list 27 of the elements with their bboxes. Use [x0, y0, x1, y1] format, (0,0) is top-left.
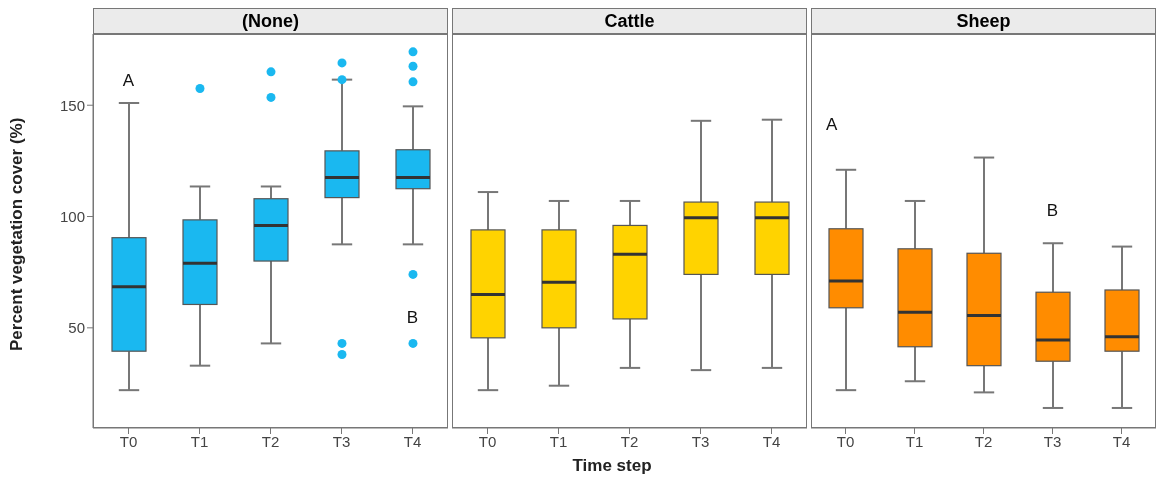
x-tick-label: T0	[836, 432, 855, 450]
y-tick-label: 150	[59, 96, 85, 114]
x-tick-label: T3	[332, 432, 351, 450]
x-tick-label: T0	[478, 432, 497, 450]
x-tick-label: T3	[1043, 432, 1062, 450]
annotation: B	[406, 307, 419, 328]
x-tick-label: T2	[620, 432, 639, 450]
x-tick-label: T2	[261, 432, 280, 450]
x-tick-label: T2	[974, 432, 993, 450]
annotation: A	[122, 71, 135, 92]
chart-title: Sheep	[811, 8, 1156, 34]
y-axis-title: Percent vegetation cover (%)	[7, 117, 27, 351]
y-tick-label: 100	[59, 207, 85, 225]
x-tick-label: T4	[762, 432, 781, 450]
chart-title: (None)	[93, 8, 448, 34]
x-tick-label: T4	[403, 432, 422, 450]
x-tick-label: T0	[119, 432, 138, 450]
x-tick-label: T3	[691, 432, 710, 450]
y-tick-label: 50	[68, 319, 85, 337]
x-tick-label: T1	[190, 432, 209, 450]
x-axis-title: Time step	[571, 456, 653, 476]
annotation: A	[826, 114, 838, 135]
x-tick-label: T4	[1112, 432, 1131, 450]
x-tick-label: T1	[905, 432, 924, 450]
annotation: B	[1046, 201, 1059, 222]
chart-title: Cattle	[452, 8, 807, 34]
x-tick-label: T1	[549, 432, 568, 450]
